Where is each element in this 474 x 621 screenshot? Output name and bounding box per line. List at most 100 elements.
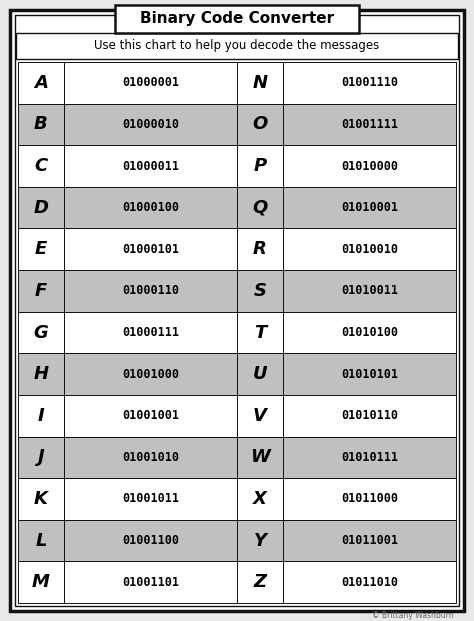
Text: D: D — [34, 199, 48, 217]
Bar — [18, 270, 64, 312]
Bar — [64, 104, 237, 145]
Text: E: E — [35, 240, 47, 258]
Bar — [283, 187, 456, 229]
Bar — [64, 395, 237, 437]
Text: Y: Y — [254, 532, 266, 550]
Bar — [237, 478, 283, 520]
Text: Binary Code Converter: Binary Code Converter — [140, 12, 334, 27]
Text: O: O — [252, 116, 268, 134]
Text: Use this chart to help you decode the messages: Use this chart to help you decode the me… — [94, 40, 380, 53]
Text: 01001001: 01001001 — [122, 409, 179, 422]
Text: I: I — [37, 407, 45, 425]
Text: 01011010: 01011010 — [341, 576, 398, 589]
Text: 01001101: 01001101 — [122, 576, 179, 589]
Bar — [237, 187, 283, 229]
Bar — [237, 353, 283, 395]
Text: 01010101: 01010101 — [341, 368, 398, 381]
Text: X: X — [253, 490, 267, 508]
Text: © Brittany Washburn: © Brittany Washburn — [373, 612, 454, 620]
Text: 01011000: 01011000 — [341, 492, 398, 505]
Bar — [18, 145, 64, 187]
Text: 01000010: 01000010 — [122, 118, 179, 131]
Text: 01011001: 01011001 — [341, 534, 398, 547]
Text: 01000101: 01000101 — [122, 243, 179, 256]
Bar — [283, 561, 456, 603]
Text: G: G — [34, 324, 48, 342]
Bar — [64, 62, 237, 104]
Bar — [283, 478, 456, 520]
Text: R: R — [253, 240, 267, 258]
Text: 01001111: 01001111 — [341, 118, 398, 131]
Bar — [64, 145, 237, 187]
Text: H: H — [34, 365, 48, 383]
Bar — [18, 229, 64, 270]
Bar — [237, 561, 283, 603]
Bar — [18, 478, 64, 520]
Bar — [237, 437, 283, 478]
Text: 01000110: 01000110 — [122, 284, 179, 297]
Text: 01010011: 01010011 — [341, 284, 398, 297]
Bar — [237, 104, 283, 145]
Bar — [237, 229, 283, 270]
Text: W: W — [250, 448, 270, 466]
Text: L: L — [35, 532, 47, 550]
Bar — [237, 270, 283, 312]
Text: 01001011: 01001011 — [122, 492, 179, 505]
Bar — [18, 104, 64, 145]
Bar — [18, 520, 64, 561]
Bar — [18, 395, 64, 437]
Text: 01000011: 01000011 — [122, 160, 179, 173]
Bar — [64, 520, 237, 561]
Text: 01010000: 01010000 — [341, 160, 398, 173]
Bar — [237, 520, 283, 561]
Bar — [64, 270, 237, 312]
Text: F: F — [35, 282, 47, 300]
Text: K: K — [34, 490, 48, 508]
Text: A: A — [34, 74, 48, 92]
Text: Q: Q — [252, 199, 268, 217]
Text: T: T — [254, 324, 266, 342]
Text: P: P — [254, 157, 266, 175]
Bar — [64, 187, 237, 229]
Text: N: N — [253, 74, 267, 92]
Bar — [64, 312, 237, 353]
Bar — [283, 520, 456, 561]
Text: S: S — [254, 282, 266, 300]
Text: 01000111: 01000111 — [122, 326, 179, 339]
Text: 01000100: 01000100 — [122, 201, 179, 214]
Bar — [64, 478, 237, 520]
Text: 01010110: 01010110 — [341, 409, 398, 422]
Bar — [64, 561, 237, 603]
Text: B: B — [34, 116, 48, 134]
Text: 01001110: 01001110 — [341, 76, 398, 89]
Bar — [283, 145, 456, 187]
Bar — [64, 437, 237, 478]
Text: Z: Z — [254, 573, 266, 591]
Text: 01010001: 01010001 — [341, 201, 398, 214]
Text: 01010100: 01010100 — [341, 326, 398, 339]
Text: V: V — [253, 407, 267, 425]
Bar — [283, 395, 456, 437]
Bar — [18, 312, 64, 353]
Bar — [18, 187, 64, 229]
Bar — [18, 561, 64, 603]
Bar — [237, 62, 283, 104]
Bar — [115, 5, 359, 33]
Bar — [18, 62, 64, 104]
Bar — [283, 437, 456, 478]
Text: M: M — [32, 573, 50, 591]
Bar — [64, 229, 237, 270]
Text: U: U — [253, 365, 267, 383]
Bar — [283, 62, 456, 104]
Bar — [18, 353, 64, 395]
Bar — [283, 270, 456, 312]
Text: C: C — [35, 157, 47, 175]
Bar — [237, 145, 283, 187]
Bar — [64, 353, 237, 395]
Bar — [283, 312, 456, 353]
Bar — [283, 353, 456, 395]
Bar — [16, 33, 458, 59]
Bar — [237, 312, 283, 353]
Text: 01001000: 01001000 — [122, 368, 179, 381]
Text: 01001010: 01001010 — [122, 451, 179, 464]
